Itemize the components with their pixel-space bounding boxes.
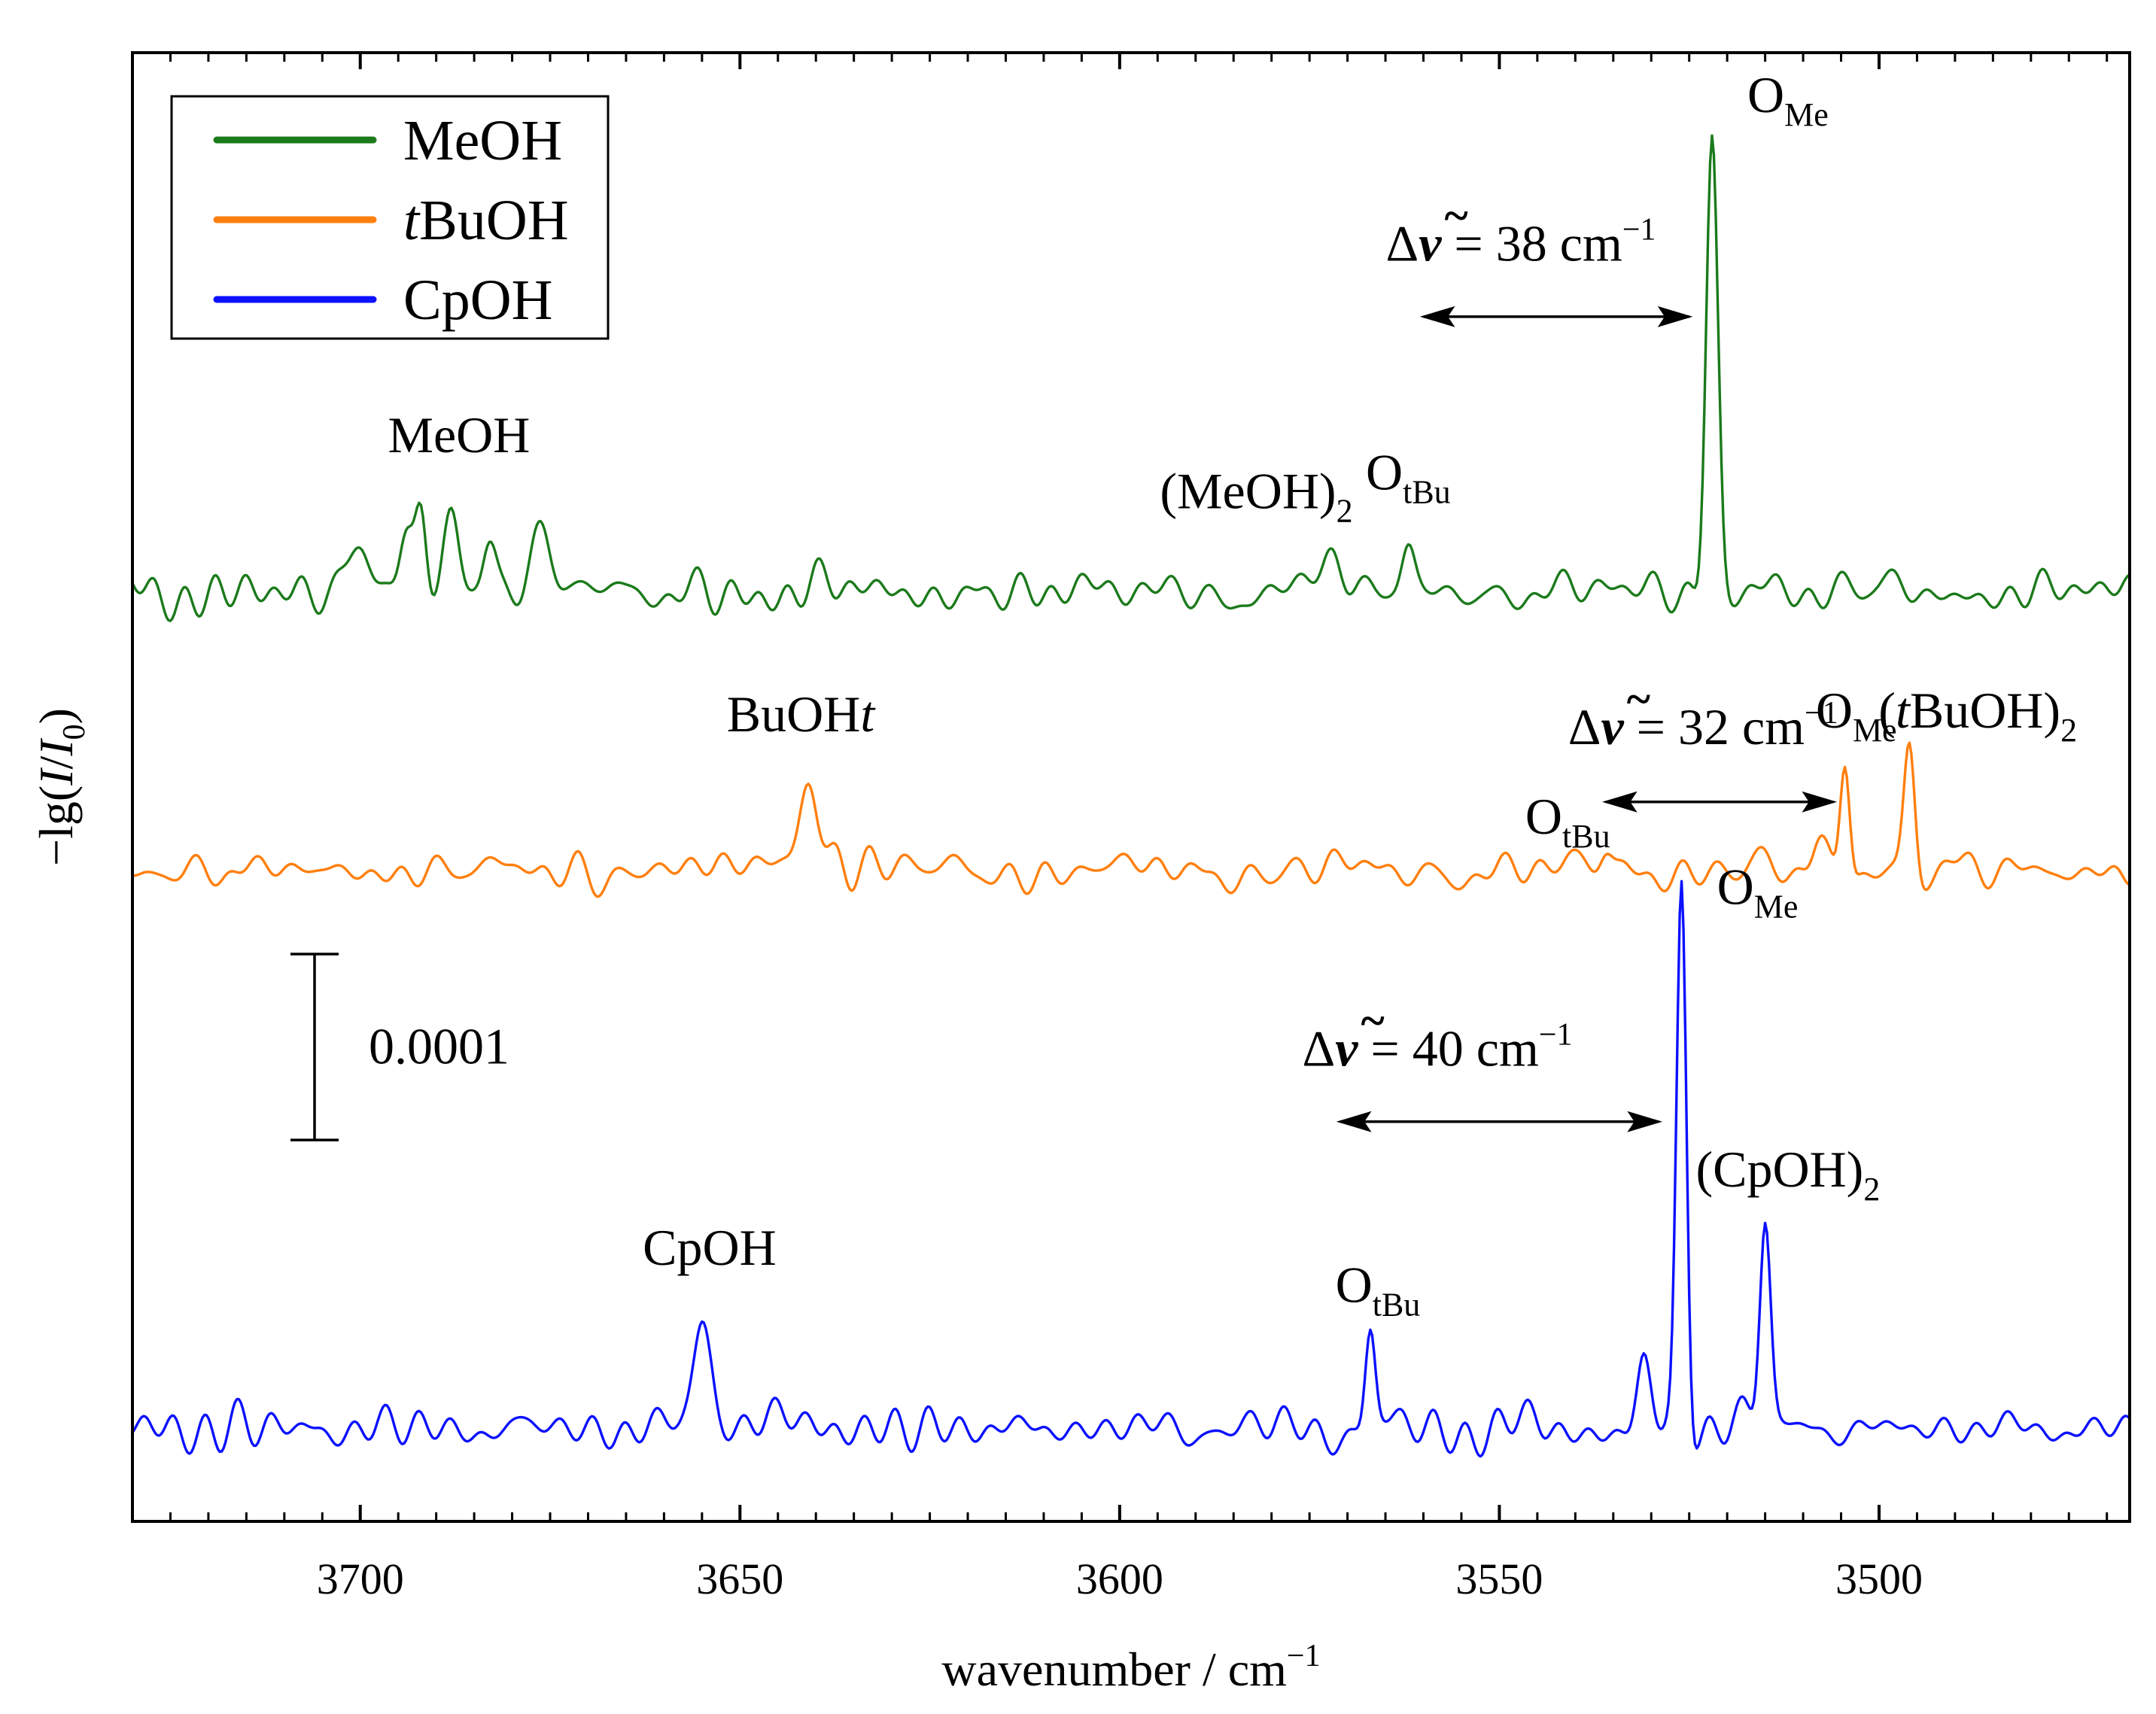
x-tick-label: 3700	[317, 1554, 404, 1603]
y-axis-title: −lg(I/I0)	[29, 708, 92, 866]
x-tick-label: 3500	[1835, 1554, 1923, 1603]
nu-symbol: ν	[1335, 1020, 1358, 1077]
legend-label: tBuOH	[403, 189, 569, 252]
series-line-cpoh	[131, 880, 2131, 1458]
peak-label: OtBu	[1525, 788, 1610, 855]
plot-area	[131, 51, 2131, 1523]
delta-label: Δν = 38 cm−1	[1386, 213, 1656, 272]
tilde-accent: ~	[1361, 996, 1385, 1046]
x-tick-label: 3600	[1076, 1554, 1163, 1603]
nu-symbol: ν	[1419, 215, 1442, 272]
axis-titles: wavenumber / cm−1 −lg(I/I0)	[29, 708, 1321, 1696]
peak-label: OMe	[1747, 66, 1829, 133]
legend-label: CpOH	[403, 269, 552, 332]
peak-label: BuOHt	[727, 685, 877, 743]
scale-bar-label: 0.0001	[369, 1018, 509, 1075]
peak-label: OMe	[1816, 682, 1897, 749]
delta-label: Δν = 40 cm−1	[1303, 1018, 1573, 1077]
plot-frame	[131, 51, 2131, 1523]
peak-label: (MeOH)2	[1160, 462, 1352, 529]
peak-label: OMe	[1717, 859, 1799, 925]
x-tick-label: 3550	[1455, 1554, 1543, 1603]
x-axis: 3700 3650 3600 3550 3500	[169, 53, 2109, 1603]
peak-label: OtBu	[1336, 1256, 1421, 1323]
peak-label: (CpOH)2	[1695, 1141, 1880, 1208]
peak-label: CpOH	[643, 1219, 777, 1276]
tilde-accent: ~	[1627, 674, 1650, 724]
peak-label: OtBu	[1366, 444, 1451, 511]
legend-label: MeOH	[403, 109, 562, 172]
peak-label: (tBuOH)2	[1878, 682, 2077, 749]
x-axis-title: wavenumber / cm−1	[941, 1639, 1320, 1696]
nu-symbol: ν	[1601, 698, 1624, 755]
legend: MeOH tBuOH CpOH	[170, 95, 610, 340]
peak-label: MeOH	[388, 406, 530, 463]
tilde-accent: ~	[1445, 191, 1468, 241]
x-tick-label: 3650	[696, 1554, 783, 1603]
delta-label: Δν = 32 cm−1	[1568, 696, 1838, 755]
series-line-meoh	[131, 134, 2130, 622]
series-line-tbuoh	[132, 741, 2130, 898]
